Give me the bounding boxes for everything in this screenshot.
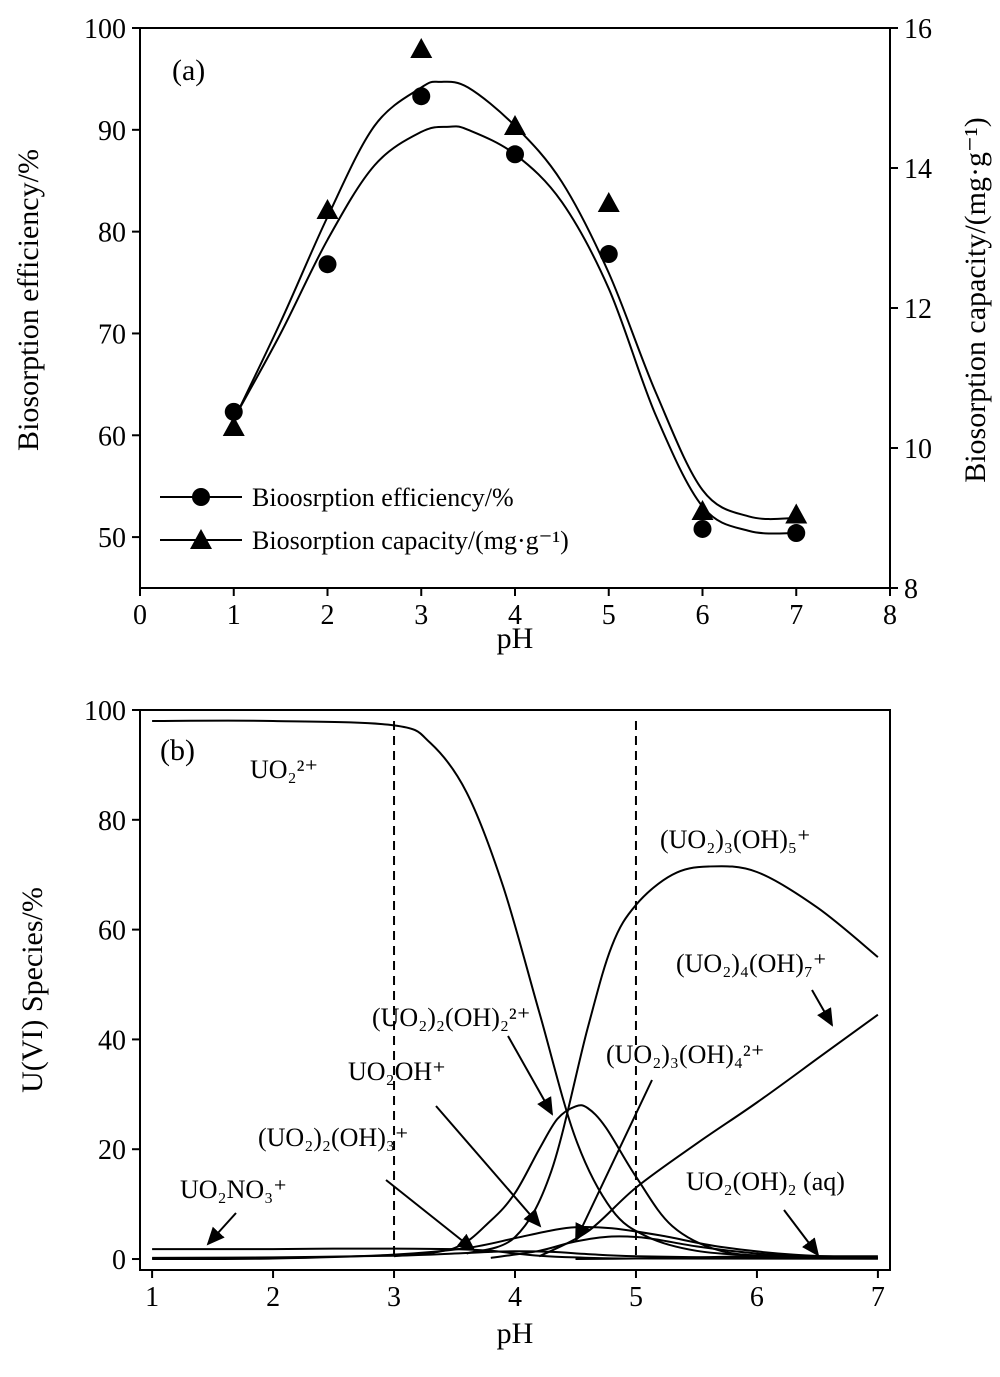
label-uo2oh-plus: UO₂OH⁺ — [348, 1057, 446, 1086]
panel-b-y-axis: 0 20 40 60 80 100 — [84, 696, 140, 1276]
species-curve — [575, 1255, 878, 1260]
species-curve — [393, 1104, 878, 1259]
label-uo2-oh-2-aq: UO₂(OH)₂ (aq) — [686, 1167, 845, 1196]
y-tick-label: 80 — [98, 218, 126, 249]
efficiency-point — [224, 402, 243, 421]
panel-a-x-axis: 0 1 2 3 4 5 6 7 8 — [133, 588, 897, 631]
x-tick-label: 3 — [387, 1282, 401, 1313]
panel-a-label: (a) — [172, 54, 205, 87]
species-curve — [466, 865, 879, 1255]
legend-efficiency-label: Bioosrption efficiency/% — [252, 483, 514, 512]
legend-efficiency-marker — [192, 488, 210, 506]
panel-a-legend: Bioosrption efficiency/% Biosorption cap… — [160, 483, 569, 555]
panel-b-chart: 1 2 3 4 5 6 7 0 20 40 60 80 100 (b) pH U(VI) Specie… — [16, 696, 891, 1350]
arrow-uo2no3 — [206, 1212, 237, 1246]
efficiency-fit-curve — [232, 125, 797, 535]
x-tick-label: 1 — [227, 600, 241, 631]
panel-a-data-points — [222, 38, 808, 543]
efficiency-point — [506, 145, 524, 164]
x-tick-label: 5 — [602, 600, 616, 631]
capacity-point — [597, 192, 620, 212]
x-tick-label: 2 — [321, 600, 335, 631]
x-tick-label: 8 — [883, 600, 897, 631]
label-uo2-4-oh-7-plus: (UO₂)₄(OH)₇⁺ — [676, 949, 827, 978]
x-tick-label: 6 — [750, 1282, 764, 1313]
label-uo2no3-plus: UO₂NO₃⁺ — [180, 1175, 287, 1204]
y-tick-label: 20 — [98, 1135, 126, 1166]
panel-a-y-axis-left: 50 60 70 80 90 100 — [84, 14, 140, 554]
panel-b-x-axis: 1 2 3 4 5 6 7 — [145, 1270, 885, 1313]
panel-a-y2-label: Biosorption capacity/(mg·g⁻¹) — [959, 117, 992, 483]
capacity-point — [785, 503, 808, 524]
y-tick-label: 0 — [112, 1245, 126, 1276]
panel-b-reference-lines — [393, 720, 637, 1260]
y-tick-label: 80 — [98, 806, 126, 837]
capacity-point — [504, 115, 526, 135]
label-uo2-3-oh-5-plus: (UO₂)₃(OH)₅⁺ — [660, 825, 811, 854]
y-tick-label: 100 — [84, 14, 126, 45]
x-tick-label: 7 — [871, 1282, 885, 1313]
y-tick-label: 50 — [98, 523, 126, 554]
panel-b-label: (b) — [160, 734, 195, 767]
arrow-uo2-4-oh-7 — [811, 989, 833, 1027]
capacity-point — [410, 38, 433, 58]
efficiency-point — [412, 87, 431, 106]
x-tick-label: 7 — [789, 600, 803, 631]
y2-tick-label: 12 — [904, 294, 932, 325]
x-tick-label: 5 — [629, 1282, 643, 1313]
y2-tick-label: 16 — [904, 14, 932, 45]
legend-capacity-label: Biosorption capacity/(mg·g⁻¹) — [252, 526, 569, 555]
arrow-uo2-oh-2-aq — [783, 1209, 820, 1257]
label-uo2-3-oh-4-2plus: (UO₂)₃(OH)₄²⁺ — [606, 1040, 764, 1069]
y-tick-label: 70 — [98, 319, 126, 350]
x-tick-label: 0 — [133, 600, 147, 631]
panel-a-y-axis-right: 8 10 12 14 16 — [890, 14, 932, 605]
y-tick-label: 90 — [98, 116, 126, 147]
panel-b-species-curves — [152, 719, 879, 1260]
capacity-point — [222, 416, 245, 436]
x-tick-label: 6 — [696, 600, 710, 631]
legend-capacity-marker — [190, 529, 212, 549]
y-tick-label: 60 — [98, 421, 126, 452]
y-tick-label: 100 — [84, 696, 126, 727]
capacity-point — [691, 500, 714, 520]
label-uo2-2-oh-3-plus: (UO₂)₂(OH)₃⁺ — [258, 1123, 409, 1152]
x-tick-label: 4 — [508, 600, 522, 631]
species-curve — [152, 719, 878, 1259]
capacity-point — [316, 199, 339, 219]
arrow-uo2-2-oh-3 — [385, 1179, 476, 1252]
x-tick-label: 3 — [414, 600, 428, 631]
efficiency-point — [693, 519, 712, 538]
efficiency-point — [599, 245, 618, 264]
efficiency-point — [787, 524, 806, 543]
y2-tick-label: 14 — [904, 154, 932, 185]
y2-tick-label: 10 — [904, 434, 932, 465]
label-uo2-2plus: UO₂²⁺ — [250, 755, 318, 784]
y-tick-label: 60 — [98, 916, 126, 947]
panel-a-x-label: pH — [497, 622, 534, 655]
efficiency-point — [318, 255, 337, 274]
arrow-uo2-3-oh-4 — [575, 1079, 653, 1242]
x-tick-label: 4 — [508, 1282, 522, 1313]
arrow-uo2oh — [435, 1105, 542, 1228]
y2-tick-label: 8 — [904, 574, 918, 605]
panel-a-y-label: Biosorption efficiency/% — [12, 149, 45, 451]
label-uo2-2-oh-2-2plus: (UO₂)₂(OH)₂²⁺ — [372, 1003, 530, 1032]
x-tick-label: 2 — [266, 1282, 280, 1313]
arrow-uo2-2-oh-2 — [507, 1035, 553, 1116]
y-tick-label: 40 — [98, 1025, 126, 1056]
panel-b-x-label: pH — [497, 1317, 534, 1350]
x-tick-label: 1 — [145, 1282, 159, 1313]
panel-b-y-label: U(VI) Species/% — [16, 887, 49, 1093]
